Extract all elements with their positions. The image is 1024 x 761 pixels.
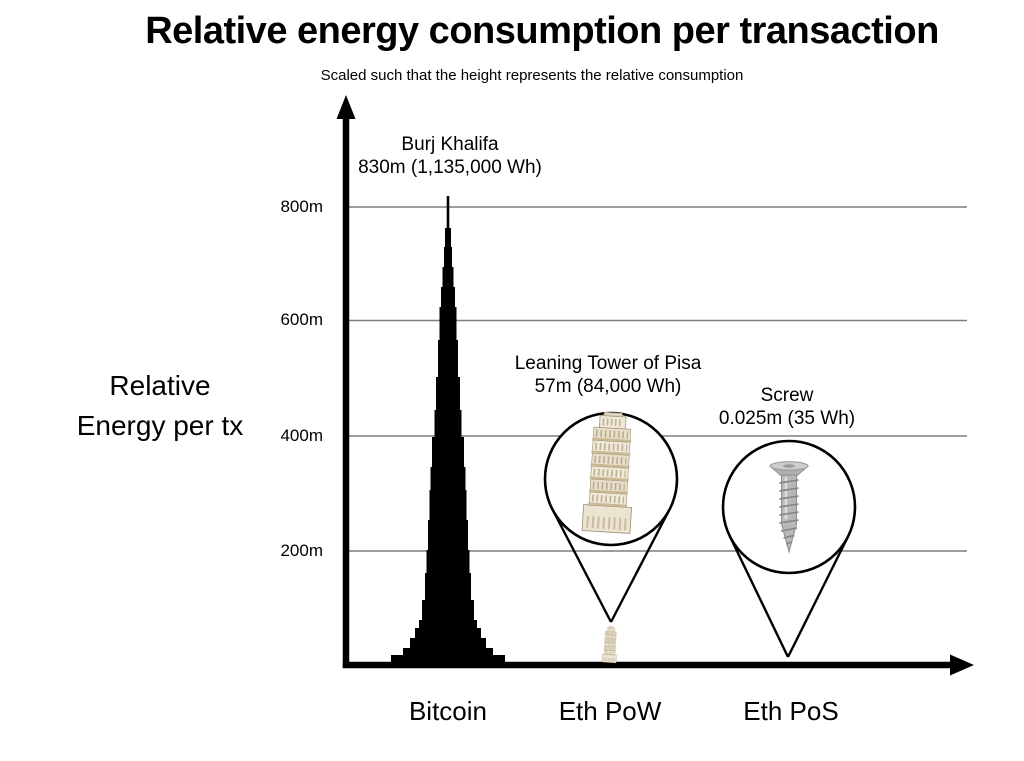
annotation-eth-pow-object: Leaning Tower of Pisa (514, 353, 702, 374)
y-tick-600m: 600m (280, 310, 323, 329)
annotation-eth-pow-detail: 57m (84,000 Wh) (534, 376, 682, 397)
chart-subtitle: Scaled such that the height represents t… (320, 67, 744, 84)
eth-pow-callout (543, 411, 679, 665)
callout-line-right (786, 535, 850, 658)
annotation-eth-pow: Leaning Tower of Pisa 57m (84,000 Wh) (498, 352, 718, 398)
screw-icon (768, 461, 810, 554)
pisa-tower-tiny-icon (600, 624, 621, 665)
x-label-bitcoin: Bitcoin (408, 696, 488, 726)
y-axis-label-line1: Relative (109, 370, 211, 401)
y-tick-400m: 400m (280, 426, 323, 445)
x-label-eth-pow: Eth PoW (558, 696, 662, 726)
annotation-bitcoin-object: Burj Khalifa (401, 134, 499, 155)
callout-line-left (551, 508, 613, 623)
page-title: Relative energy consumption per transact… (145, 10, 939, 52)
y-axis-label: Relative Energy per tx (32, 366, 288, 446)
annotation-eth-pos: Screw 0.025m (35 Wh) (687, 384, 887, 430)
y-axis-label-line2: Energy per tx (76, 410, 244, 441)
annotation-bitcoin: Burj Khalifa 830m (1,135,000 Wh) (330, 133, 570, 179)
annotation-eth-pos-object: Screw (760, 385, 814, 406)
x-axis-arrowhead-icon (950, 654, 974, 676)
x-label-eth-pos: Eth PoS (743, 696, 839, 726)
callout-line-left (728, 535, 790, 658)
callout-line-right (609, 508, 671, 623)
y-tick-200m: 200m (280, 541, 323, 560)
annotation-bitcoin-detail: 830m (1,135,000 Wh) (358, 157, 542, 178)
eth-pos-callout (721, 439, 857, 658)
axes (336, 95, 974, 676)
y-tick-800m: 800m (280, 197, 323, 216)
annotation-eth-pos-detail: 0.025m (35 Wh) (718, 408, 856, 429)
burj-khalifa-silhouette (391, 196, 505, 663)
y-axis-arrowhead-icon (336, 95, 356, 119)
